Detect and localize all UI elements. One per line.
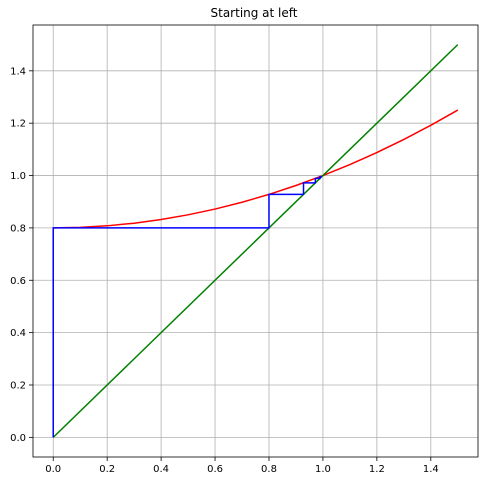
curve-series [53, 110, 458, 228]
x-tick-label: 0.0 [45, 464, 61, 475]
y-tick-label: 0.6 [10, 276, 26, 287]
y-axis: 0.0 0.2 0.4 0.6 0.8 1.0 1.2 1.4 [10, 66, 33, 444]
identity-line-series [53, 45, 458, 438]
x-axis: 0.0 0.2 0.4 0.6 0.8 1.0 1.2 1.4 [45, 457, 438, 475]
y-tick-label: 1.2 [10, 119, 26, 130]
y-tick-label: 1.0 [10, 171, 26, 182]
x-tick-label: 1.2 [369, 464, 385, 475]
chart-title: Starting at left [211, 6, 298, 20]
y-tick-label: 0.8 [10, 223, 26, 234]
y-tick-label: 1.4 [10, 66, 26, 77]
x-tick-label: 0.6 [207, 464, 223, 475]
y-tick-label: 0.2 [10, 381, 26, 392]
x-tick-label: 0.4 [153, 464, 169, 475]
series-layer [53, 45, 458, 438]
x-tick-label: 1.0 [315, 464, 331, 475]
y-tick-label: 0.0 [10, 433, 26, 444]
y-tick-label: 0.4 [10, 328, 26, 339]
x-tick-label: 0.2 [99, 464, 115, 475]
x-tick-label: 0.8 [261, 464, 277, 475]
x-tick-label: 1.4 [423, 464, 439, 475]
